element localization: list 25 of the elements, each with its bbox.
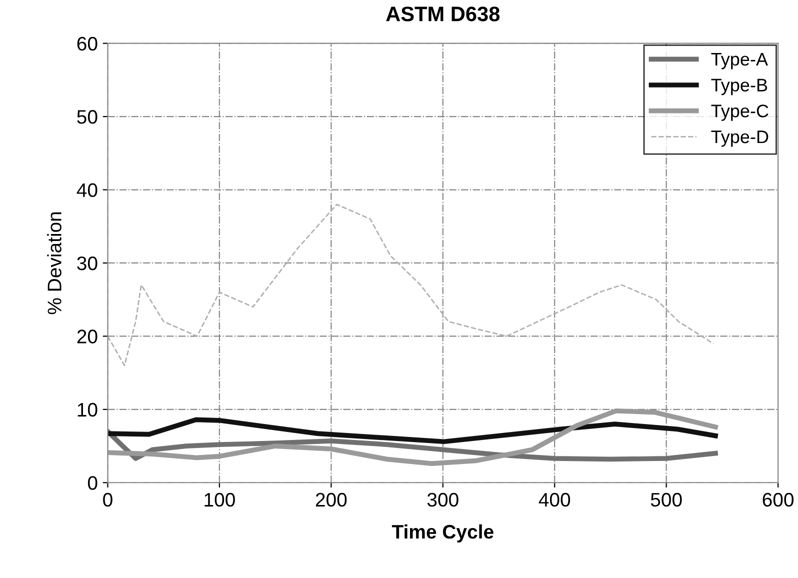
x-tick-label: 0 (103, 492, 112, 507)
y-tick-label: 30 (77, 256, 98, 270)
x-tick-label: 100 (204, 492, 235, 507)
legend-label: Type-D (711, 130, 768, 147)
legend-label: Type-B (711, 78, 768, 96)
x-tick-label: 300 (427, 492, 458, 507)
line-series (108, 408, 718, 466)
x-axis-title: Time Cycle (392, 524, 494, 542)
y-tick-label: 20 (77, 330, 98, 344)
x-tick-label: 200 (316, 492, 347, 507)
legend-label: Type-A (711, 53, 768, 70)
line-series (108, 204, 714, 366)
y-tick-label: 10 (78, 402, 98, 417)
y-axis-title: % Deviation (47, 212, 62, 314)
line-series (108, 417, 718, 444)
y-tick-label: 60 (77, 36, 98, 51)
legend-label: Type-C (711, 104, 768, 121)
line-series (108, 428, 718, 462)
y-tick-label: 0 (88, 476, 98, 490)
x-tick-label: 400 (538, 492, 570, 507)
chart-title: ASTM D638 (386, 6, 500, 22)
y-tick-label: 50 (77, 110, 98, 124)
y-tick-label: 40 (76, 183, 98, 198)
x-tick-label: 600 (762, 492, 794, 507)
x-tick-label: 500 (650, 492, 682, 507)
